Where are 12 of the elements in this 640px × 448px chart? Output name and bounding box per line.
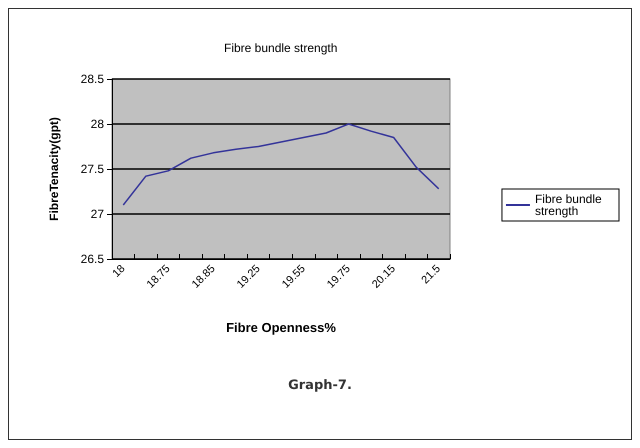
y-axis-title: FibreTenacity(gpt) [47,117,61,221]
y-tick-label: 27 [90,207,104,221]
chart-title: Fibre bundle strength [224,41,338,55]
y-tick-label: 28.5 [80,72,104,86]
legend-label: Fibre bundle strength [534,192,606,218]
y-tick-label: 28 [90,117,104,131]
line-series [122,123,440,206]
text: Graph-7. [287,378,353,393]
x-axis-title: Fibre Openness% [226,320,336,335]
y-tick-label: 26.5 [80,252,104,266]
x-tick-label: 18 [110,262,128,280]
y-tick-label: 27.5 [80,162,104,176]
